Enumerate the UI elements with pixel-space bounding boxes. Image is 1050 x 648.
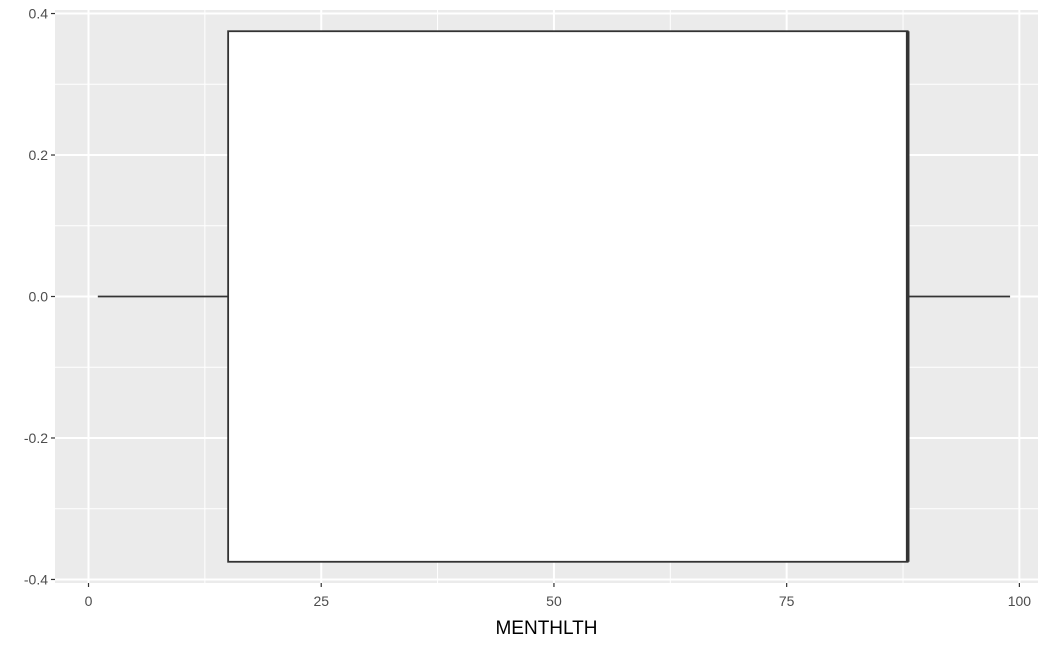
x-tick-label: 100 bbox=[1008, 593, 1032, 609]
y-tick-label: 0.0 bbox=[29, 289, 49, 305]
x-tick-label: 75 bbox=[779, 593, 795, 609]
x-tick-label: 25 bbox=[313, 593, 329, 609]
y-tick-label: -0.4 bbox=[24, 571, 48, 587]
x-axis: 0 25 50 75 100 bbox=[85, 583, 1032, 609]
y-tick-label: 0.2 bbox=[29, 147, 49, 163]
y-tick-label: -0.2 bbox=[24, 430, 48, 446]
y-axis: -0.4 -0.2 0.0 0.2 0.4 bbox=[24, 6, 55, 587]
x-tick-label: 50 bbox=[546, 593, 562, 609]
x-tick-label: 0 bbox=[85, 593, 93, 609]
box-iqr bbox=[227, 30, 909, 563]
x-axis-title: MENTHLTH bbox=[495, 618, 597, 639]
y-tick-label: 0.4 bbox=[29, 6, 49, 22]
boxplot bbox=[97, 30, 1011, 563]
